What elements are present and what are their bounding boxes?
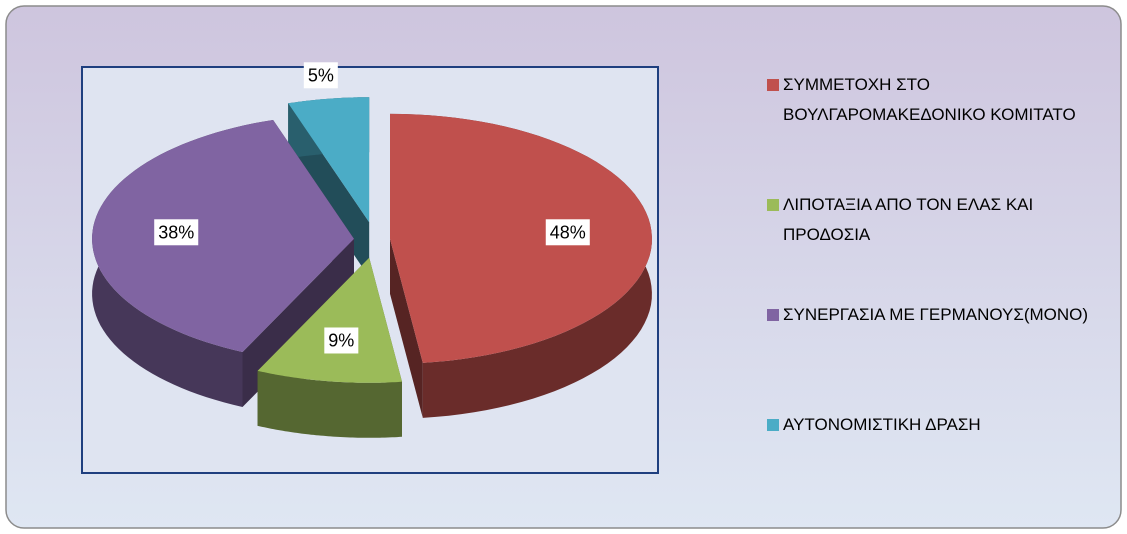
data-label-box bbox=[154, 219, 199, 246]
legend-swatch bbox=[767, 79, 779, 91]
data-label: 38% bbox=[158, 222, 194, 242]
data-label: 5% bbox=[308, 65, 334, 85]
legend-swatch bbox=[767, 199, 779, 211]
slice bbox=[257, 257, 402, 383]
legend-item: ΣΥΜΜΕΤΟΧΗ ΣΤΟ ΒΟΥΛΓΑΡΟΜΑΚΕΔΟΝΙΚΟ ΚΟΜΙΤΑΤ… bbox=[767, 70, 1102, 130]
legend-swatch bbox=[767, 419, 779, 431]
legend-label: ΣΥΜΜΕΤΟΧΗ ΣΤΟ ΒΟΥΛΓΑΡΟΜΑΚΕΔΟΝΙΚΟ ΚΟΜΙΤΑΤ… bbox=[783, 75, 1076, 124]
slice bbox=[92, 120, 354, 352]
data-label-box bbox=[303, 62, 338, 89]
slice-wall bbox=[257, 370, 402, 438]
pie: 48% 9% 38% 5% bbox=[92, 62, 652, 438]
legend-swatch bbox=[767, 309, 779, 321]
legend-item: ΣΥΝΕΡΓΑΣΙΑ ΜΕ ΓΕΡΜΑΝΟΥΣ(ΜΟΝΟ) bbox=[767, 300, 1102, 330]
data-label: 9% bbox=[328, 330, 354, 350]
legend-label: ΣΥΝΕΡΓΑΣΙΑ ΜΕ ΓΕΡΜΑΝΟΥΣ(ΜΟΝΟ) bbox=[783, 305, 1089, 324]
data-label-box bbox=[545, 219, 590, 246]
legend-item: ΑΥΤΟΝΟΜΙΣΤΙΚΗ ΔΡΑΣΗ bbox=[767, 410, 1102, 440]
legend-label: ΑΥΤΟΝΟΜΙΣΤΙΚΗ ΔΡΑΣΗ bbox=[783, 415, 981, 434]
legend-label: ΛΙΠΟΤΑΞΙΑ ΑΠΟ ΤΟΝ ΕΛΑΣ ΚΑΙ ΠΡΟΔΟΣΙΑ bbox=[783, 195, 1034, 244]
legend-item: ΛΙΠΟΤΑΞΙΑ ΑΠΟ ΤΟΝ ΕΛΑΣ ΚΑΙ ΠΡΟΔΟΣΙΑ bbox=[767, 190, 1102, 250]
data-label-box bbox=[324, 327, 359, 354]
slice bbox=[288, 97, 370, 223]
data-label: 48% bbox=[550, 222, 586, 242]
slice bbox=[390, 113, 652, 363]
slice-side bbox=[390, 238, 423, 418]
